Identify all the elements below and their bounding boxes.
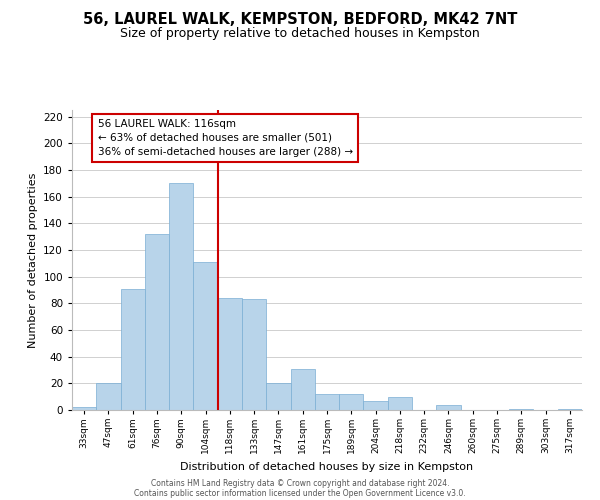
Bar	[96, 384, 121, 410]
Y-axis label: Number of detached properties: Number of detached properties	[28, 172, 38, 348]
Text: 56 LAUREL WALK: 116sqm
← 63% of detached houses are smaller (501)
36% of semi-de: 56 LAUREL WALK: 116sqm ← 63% of detached…	[97, 119, 353, 157]
X-axis label: Distribution of detached houses by size in Kempston: Distribution of detached houses by size …	[181, 462, 473, 471]
Bar	[145, 234, 169, 410]
Text: Contains HM Land Registry data © Crown copyright and database right 2024.: Contains HM Land Registry data © Crown c…	[151, 478, 449, 488]
Bar	[72, 408, 96, 410]
Bar	[290, 368, 315, 410]
Bar	[436, 404, 461, 410]
Text: 56, LAUREL WALK, KEMPSTON, BEDFORD, MK42 7NT: 56, LAUREL WALK, KEMPSTON, BEDFORD, MK42…	[83, 12, 517, 28]
Bar	[169, 184, 193, 410]
Bar	[558, 408, 582, 410]
Bar	[266, 384, 290, 410]
Bar	[509, 408, 533, 410]
Bar	[315, 394, 339, 410]
Bar	[242, 300, 266, 410]
Text: Size of property relative to detached houses in Kempston: Size of property relative to detached ho…	[120, 28, 480, 40]
Bar	[218, 298, 242, 410]
Bar	[388, 396, 412, 410]
Bar	[364, 400, 388, 410]
Bar	[193, 262, 218, 410]
Text: Contains public sector information licensed under the Open Government Licence v3: Contains public sector information licen…	[134, 488, 466, 498]
Bar	[339, 394, 364, 410]
Bar	[121, 288, 145, 410]
